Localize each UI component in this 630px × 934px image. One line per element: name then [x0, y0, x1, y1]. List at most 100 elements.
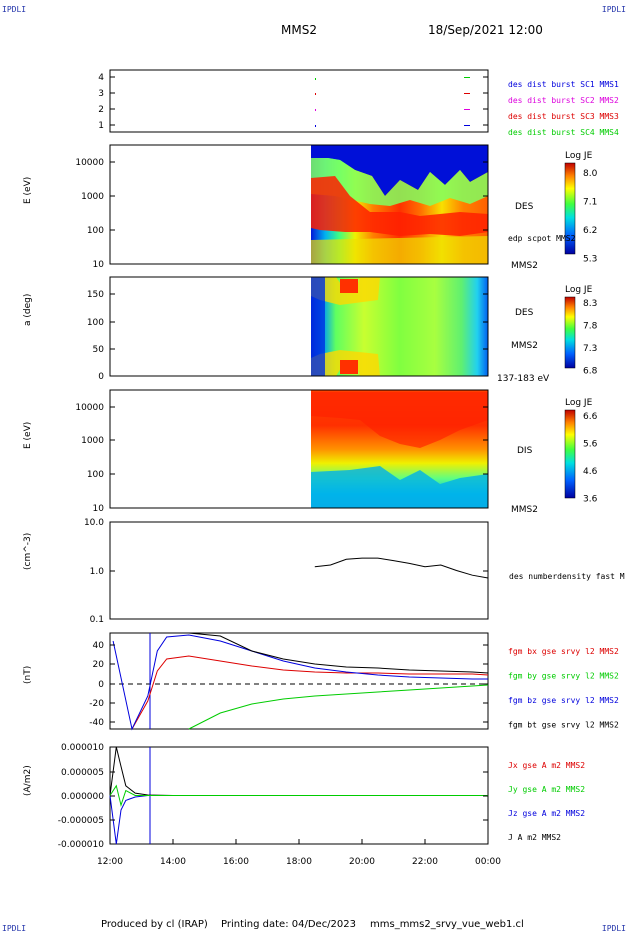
des-energy-y-tick-label: 1000 — [81, 192, 104, 202]
des-pitch-frame — [109, 276, 489, 377]
burst-dot — [315, 109, 316, 111]
footer-printing-date: Printing date: 04/Dec/2023 — [221, 919, 357, 930]
des-energy-colorbar-title: Log JE — [565, 151, 593, 161]
des-energy-y-tick-label: 100 — [87, 226, 104, 236]
des-energy-mid-flux — [311, 158, 488, 206]
des-energy-peak-flux — [311, 176, 488, 236]
dis-energy-low-flux — [311, 466, 488, 508]
burst-legend-2: des dist burst SC2 MMS2 — [508, 96, 619, 105]
burst-dot — [315, 125, 316, 127]
des-pitch-y-tick-label: 0 — [98, 372, 104, 382]
current-y-tick-label: -0.000010 — [58, 840, 104, 850]
bfield-legend-2: fgm by gse srvy l2 MMS2 — [508, 672, 619, 681]
dis-energy-y-tick-label: 10 — [93, 504, 105, 514]
des-pitch-range: 137-183 eV — [497, 374, 550, 384]
density-y-tick-label: 0.1 — [90, 615, 104, 625]
burst-mark-sc2 — [464, 109, 470, 110]
burst-y-tick-label: 4 — [98, 73, 104, 83]
des-energy-y-tick-label: 10 — [93, 260, 105, 270]
current-series-j — [109, 746, 488, 796]
bfield-ylabel: (nT) — [23, 666, 33, 684]
dis-energy-colorbar-tick: 6.6 — [583, 412, 598, 422]
bfield-series-by — [188, 684, 489, 730]
corner-mark-top-right: IPDLI — [601, 5, 626, 14]
des-energy-panel — [109, 144, 576, 265]
x-tick-label: 16:00 — [223, 857, 249, 867]
current-series-jz — [109, 795, 488, 845]
des-energy-colorbar-tick: 6.2 — [583, 226, 597, 236]
dis-energy-sc: MMS2 — [511, 505, 538, 515]
dis-energy-instrument: DIS — [517, 446, 533, 456]
des-pitch-colorbar-title: Log JE — [565, 285, 593, 295]
dis-energy-panel — [109, 389, 576, 509]
des-energy-ylabel: E (eV) — [23, 177, 33, 204]
burst-mark-sc4 — [464, 77, 470, 78]
des-energy-frame — [109, 144, 489, 265]
dis-energy-colorbar-tick: 5.6 — [583, 440, 598, 450]
burst-legend-4: des dist burst SC4 MMS4 — [508, 128, 619, 137]
burst-y-tick-label: 1 — [98, 121, 104, 131]
burst-mark-sc3 — [464, 93, 470, 94]
des-pitch-colorbar-tick: 6.8 — [583, 367, 598, 377]
current-y-tick-label: 0.000010 — [61, 743, 104, 753]
des-pitch-ylabel: a (deg) — [23, 294, 33, 326]
des-energy-instrument: DES — [515, 202, 534, 212]
des-pitch-colorbar-tick: 7.8 — [583, 322, 598, 332]
des-energy-colorbar-tick: 5.3 — [583, 255, 597, 265]
des-pitch-y-tick-label: 50 — [93, 345, 105, 355]
des-pitch-low-region — [311, 350, 380, 376]
current-legend-4: J A m2 MMS2 — [508, 833, 561, 842]
des-energy-note: edp scpot MMS2 — [508, 234, 576, 243]
density-legend: des numberdensity fast M — [509, 572, 625, 581]
dis-energy-y-tick-label: 10000 — [75, 403, 104, 413]
corner-mark-bottom-left: IPDLI — [2, 924, 27, 933]
x-tick-label: 20:00 — [349, 857, 375, 867]
bfield-y-tick-label: 0 — [98, 680, 104, 690]
burst-frame — [109, 69, 489, 133]
des-energy-colorbar-tick: 8.0 — [583, 169, 598, 179]
current-ylabel: (A/m2) — [23, 765, 33, 796]
burst-dot — [315, 78, 316, 80]
bfield-series-bt — [188, 632, 489, 674]
dis-energy-peak-flux — [311, 392, 488, 448]
des-pitch-colorbar-tick: 7.3 — [583, 344, 597, 354]
dis-energy-colorbar — [564, 409, 576, 499]
x-tick-label: 22:00 — [412, 857, 438, 867]
des-pitch-hotspot — [340, 279, 358, 293]
footer-file: mms_mms2_srvy_vue_web1.cl — [370, 919, 524, 930]
density-ylabel: (cm^-3) — [23, 533, 33, 570]
density-panel — [109, 521, 489, 620]
bfield-y-tick-label: 40 — [93, 641, 105, 651]
footer-produced: Produced by cl (IRAP) — [101, 919, 208, 930]
dis-energy-ylabel: E (eV) — [23, 422, 33, 449]
dis-energy-colorbar-tick: 4.6 — [583, 467, 598, 477]
des-pitch-panel — [109, 276, 576, 377]
des-energy-sc: MMS2 — [511, 261, 538, 271]
bfield-panel — [109, 632, 489, 731]
corner-mark-top-left: IPDLI — [2, 5, 27, 14]
burst-legend-3: des dist burst SC3 MMS3 — [508, 112, 619, 121]
burst-panel — [109, 69, 489, 133]
datetime-title: 18/Sep/2021 12:00 — [428, 23, 543, 37]
des-pitch-colorbar — [564, 296, 576, 369]
bfield-frame — [109, 632, 489, 730]
des-energy-low-flux — [311, 145, 488, 196]
dis-energy-y-tick-label: 1000 — [81, 436, 104, 446]
des-pitch-colorbar-tick: 8.3 — [583, 299, 597, 309]
corner-mark-bottom-right: IPDLI — [601, 924, 626, 933]
current-legend-2: Jy gse A m2 MMS2 — [508, 785, 585, 794]
current-series-jy — [109, 784, 488, 808]
current-legend-3: Jz gse A m2 MMS2 — [508, 809, 585, 818]
spacecraft-title: MMS2 — [281, 23, 317, 37]
bfield-legend-3: fgm bz gse srvy l2 MMS2 — [508, 696, 619, 705]
density-y-tick-label: 10.0 — [84, 518, 104, 528]
bfield-y-tick-label: 20 — [93, 660, 105, 670]
bfield-legend-4: fgm bt gse srvy l2 MMS2 — [508, 721, 619, 730]
des-energy-colorbar — [564, 162, 576, 255]
burst-y-tick-label: 3 — [98, 89, 104, 99]
x-tick-label: 00:00 — [475, 857, 501, 867]
des-pitch-sc: MMS2 — [511, 341, 538, 351]
des-energy-y-tick-label: 10000 — [75, 158, 104, 168]
des-pitch-low-flux — [311, 277, 325, 376]
